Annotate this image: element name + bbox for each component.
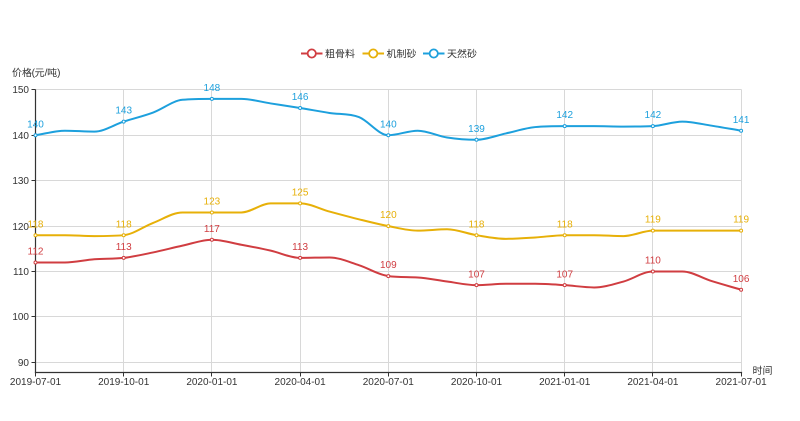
svg-text:109: 109 — [380, 260, 397, 271]
svg-text:142: 142 — [645, 110, 662, 121]
svg-text:2020-07-01: 2020-07-01 — [363, 377, 415, 388]
svg-text:140: 140 — [27, 119, 44, 130]
svg-text:2021-04-01: 2021-04-01 — [627, 377, 679, 388]
svg-text:/: / — [45, 68, 48, 79]
svg-text:118: 118 — [28, 219, 44, 230]
svg-text:125: 125 — [292, 188, 309, 199]
svg-text:139: 139 — [468, 124, 485, 135]
svg-text:146: 146 — [292, 92, 309, 103]
svg-text:123: 123 — [204, 197, 221, 208]
svg-text:(: ( — [32, 68, 36, 79]
svg-text:142: 142 — [556, 110, 573, 121]
svg-text:2020-10-01: 2020-10-01 — [451, 377, 503, 388]
svg-text:148: 148 — [204, 83, 221, 94]
svg-text:110: 110 — [13, 267, 29, 278]
svg-text:90: 90 — [18, 358, 30, 369]
svg-text:143: 143 — [115, 106, 132, 117]
svg-text:106: 106 — [733, 274, 750, 285]
svg-text:118: 118 — [557, 219, 573, 230]
svg-text:107: 107 — [556, 269, 573, 280]
svg-text:2021-01-01: 2021-01-01 — [539, 377, 591, 388]
svg-text:2021-07-01: 2021-07-01 — [716, 377, 768, 388]
svg-text:140: 140 — [380, 119, 397, 130]
svg-text:141: 141 — [733, 115, 750, 126]
svg-text:120: 120 — [380, 210, 397, 221]
svg-text:2019-10-01: 2019-10-01 — [98, 377, 150, 388]
svg-text:107: 107 — [468, 269, 485, 280]
svg-text:140: 140 — [12, 131, 29, 142]
svg-text:150: 150 — [12, 85, 29, 96]
svg-text:112: 112 — [28, 247, 44, 258]
svg-text:118: 118 — [116, 219, 132, 230]
svg-text:119: 119 — [733, 215, 749, 226]
svg-text:2020-04-01: 2020-04-01 — [275, 377, 327, 388]
svg-text:117: 117 — [204, 224, 220, 235]
svg-text:130: 130 — [12, 176, 29, 187]
svg-text:100: 100 — [12, 312, 29, 323]
svg-text:113: 113 — [116, 242, 132, 253]
svg-text:): ) — [57, 68, 60, 79]
svg-text:120: 120 — [12, 222, 29, 233]
svg-text:119: 119 — [645, 215, 661, 226]
svg-text:110: 110 — [645, 256, 661, 267]
svg-text:2019-07-01: 2019-07-01 — [10, 377, 62, 388]
svg-text:113: 113 — [292, 242, 308, 253]
svg-text:2020-01-01: 2020-01-01 — [186, 377, 238, 388]
svg-text:118: 118 — [469, 219, 485, 230]
